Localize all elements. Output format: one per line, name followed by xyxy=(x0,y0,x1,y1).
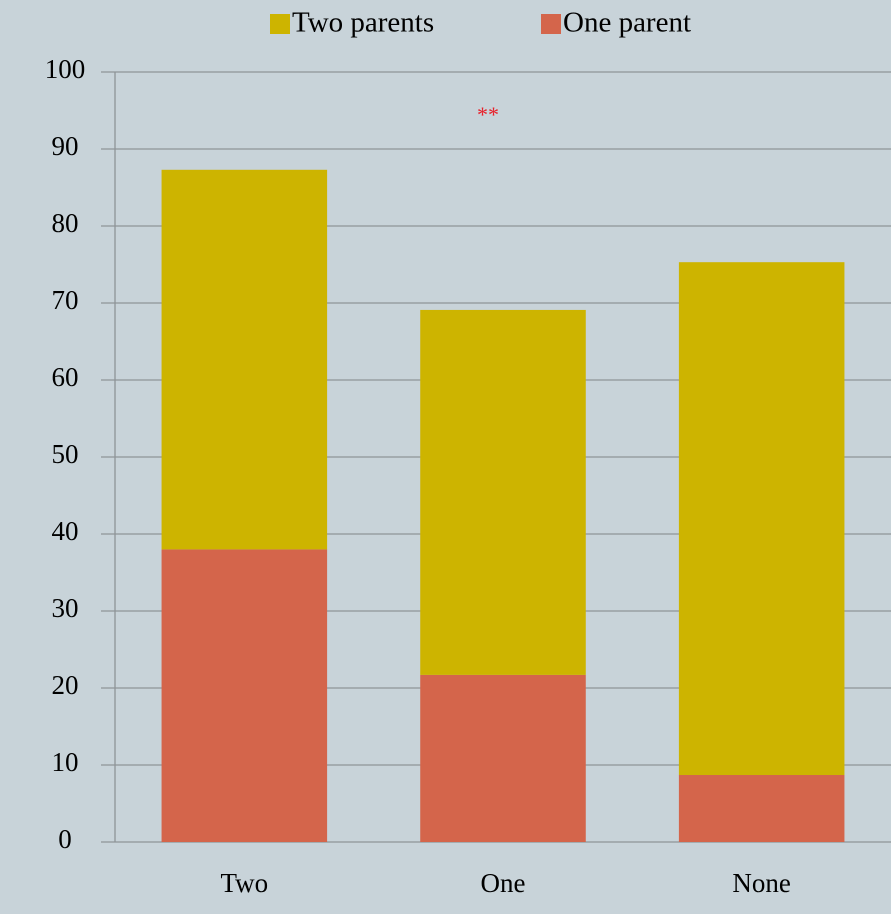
y-tick-label: 10 xyxy=(52,747,79,777)
bar-segment xyxy=(161,549,328,842)
legend-label: One parent xyxy=(563,7,691,39)
x-tick-label: Two xyxy=(221,868,269,898)
y-tick-label: 40 xyxy=(52,516,79,546)
legend-swatch xyxy=(541,14,561,34)
bar-segment xyxy=(420,309,586,675)
legend-label: Two parents xyxy=(292,7,434,39)
annotation: ** xyxy=(477,102,499,127)
y-tick-label: 50 xyxy=(52,439,79,469)
legend-swatch xyxy=(270,14,290,34)
y-tick-label: 20 xyxy=(52,670,79,700)
y-tick-label: 90 xyxy=(52,131,79,161)
bar-segment xyxy=(420,674,586,842)
y-tick-label: 60 xyxy=(52,362,79,392)
y-tick-label: 80 xyxy=(52,208,79,238)
y-tick-label: 0 xyxy=(58,824,72,854)
y-tick-label: 30 xyxy=(52,593,79,623)
y-tick-label: 100 xyxy=(45,54,86,84)
bar-segment xyxy=(678,775,845,842)
bar-segment xyxy=(161,169,328,550)
bar-segment xyxy=(678,262,845,776)
x-tick-label: None xyxy=(732,868,790,898)
y-tick-label: 70 xyxy=(52,285,79,315)
x-tick-label: One xyxy=(481,868,526,898)
